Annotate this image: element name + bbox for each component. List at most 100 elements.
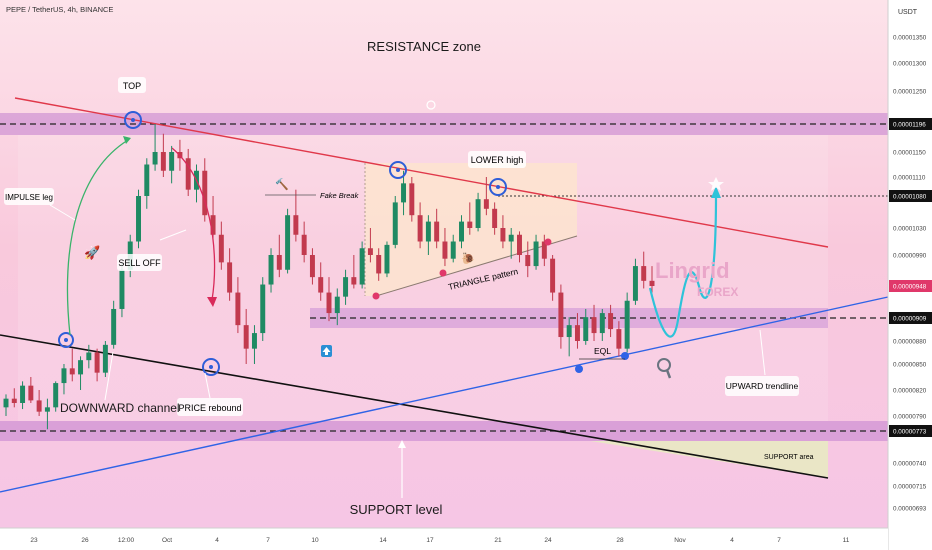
impulse-arrowhead [123, 136, 131, 144]
top-dot [131, 118, 135, 122]
price-tick-label: 0.00000820 [893, 388, 927, 395]
selloff-pointer [159, 229, 187, 241]
price-tick-label: 0.00001196 [893, 122, 926, 129]
candle-body [235, 292, 241, 326]
candle-body [467, 221, 473, 228]
candles [3, 124, 655, 430]
sell-off-arrowhead [207, 297, 217, 307]
candle-body [152, 152, 158, 165]
price-tick-label: 0.00000693 [893, 506, 927, 513]
price-tick-label: 0.00000715 [893, 484, 927, 491]
price-tick-label: 0.00000948 [893, 284, 927, 291]
candle-body [367, 248, 373, 255]
high-dot-1 [396, 168, 400, 172]
candle-body [86, 352, 92, 361]
bell-icon [426, 100, 436, 110]
downward-channel-line [0, 334, 829, 479]
eql-dot-2 [621, 352, 629, 360]
up-arrow-glyph [322, 347, 331, 355]
support-area-label: SUPPORT area [764, 454, 814, 461]
triangle-low-dot-3 [544, 238, 552, 246]
time-tick-label: 21 [494, 537, 502, 544]
descending-trendline [14, 97, 829, 248]
time-axis [0, 528, 888, 550]
triangle-low-dot-1 [372, 292, 380, 300]
candle-body [492, 208, 498, 228]
candle-body [599, 313, 605, 334]
candle-body [533, 241, 539, 267]
candle-body [3, 398, 9, 408]
candle-body [351, 277, 357, 285]
candle-body [28, 385, 34, 401]
projection-path [648, 194, 718, 338]
price-tick-label: 0.00001110 [893, 175, 926, 182]
candle-body [425, 221, 431, 242]
price-tick-label: 0.00001350 [893, 35, 927, 42]
impulse-start-circle [58, 332, 74, 348]
candle-body [558, 292, 564, 338]
candle-body [144, 164, 150, 196]
time-tick-label: 4 [730, 537, 734, 544]
candle-body [525, 255, 531, 267]
rocket-icon: 🚀 [84, 245, 100, 260]
candle-body [376, 255, 382, 274]
candle-body [541, 241, 547, 259]
impulse-start-dot [64, 338, 68, 342]
watermark-logo: Lingrid [655, 258, 730, 283]
candle-body [119, 269, 125, 309]
candle-body [359, 248, 365, 285]
candle-body [69, 368, 75, 375]
rebound-dot [209, 365, 213, 369]
sell-off-label: SELL OFF [118, 258, 161, 268]
candle-body [343, 277, 349, 297]
symbol-header: PEPE / TetherUS, 4h, BINANCE [6, 5, 113, 14]
snail-icon: 🐌 [461, 252, 475, 265]
time-ticks: 23 26 12:00 Oct 4 7 10 14 17 21 24 28 Nov 4 7 11 [30, 537, 849, 544]
lower-high-dot [496, 185, 500, 189]
candle-body [36, 400, 42, 412]
support-pointer-head [398, 440, 406, 448]
hammer-icon: 🔨 [275, 178, 289, 191]
candle-body [508, 234, 514, 242]
candle-body [417, 215, 423, 242]
candle-body [293, 215, 299, 235]
candle-body [409, 183, 415, 216]
price-tick-label: 0.00000880 [893, 339, 927, 346]
candle-body [94, 352, 100, 373]
magnifier-icon [657, 358, 671, 372]
support-area-shape [590, 441, 828, 478]
candle-body [44, 407, 50, 412]
candle-body [111, 308, 117, 345]
candle-body [20, 385, 26, 403]
candle-body [632, 266, 638, 301]
resistance-zone-label: RESISTANCE zone [367, 39, 481, 54]
time-tick-label: 17 [426, 537, 434, 544]
time-tick-label: Oct [162, 537, 172, 544]
downward-channel-label: DOWNWARD channel [60, 401, 180, 415]
triangle-low-dot-2 [439, 269, 447, 277]
time-tick-label: 24 [544, 537, 552, 544]
impulse-label: IMPULSE leg [5, 193, 53, 202]
time-tick-label: 7 [266, 537, 270, 544]
candle-body [583, 317, 589, 341]
candle-body [301, 234, 307, 255]
candle-body [459, 221, 464, 242]
sell-off-arrow [171, 147, 216, 301]
candle-body [136, 196, 141, 242]
time-tick-label: 11 [843, 537, 850, 544]
candle-body [309, 255, 315, 278]
candle-body [500, 228, 506, 242]
watermark-sub: FOREX [697, 285, 738, 299]
price-tick-label: 0.00000850 [893, 362, 927, 369]
candle-body [641, 266, 647, 281]
price-rebound-label: PRICE rebound [178, 403, 241, 413]
candle-body [169, 152, 175, 171]
price-tag-bg [889, 280, 932, 292]
price-tag-bg [889, 118, 932, 130]
upward-pointer [759, 329, 766, 376]
price-tick-label: 0.00000740 [893, 461, 927, 468]
candle-body [53, 383, 59, 408]
time-tick-label: Nov [674, 537, 686, 544]
rebound-circle [202, 358, 220, 376]
